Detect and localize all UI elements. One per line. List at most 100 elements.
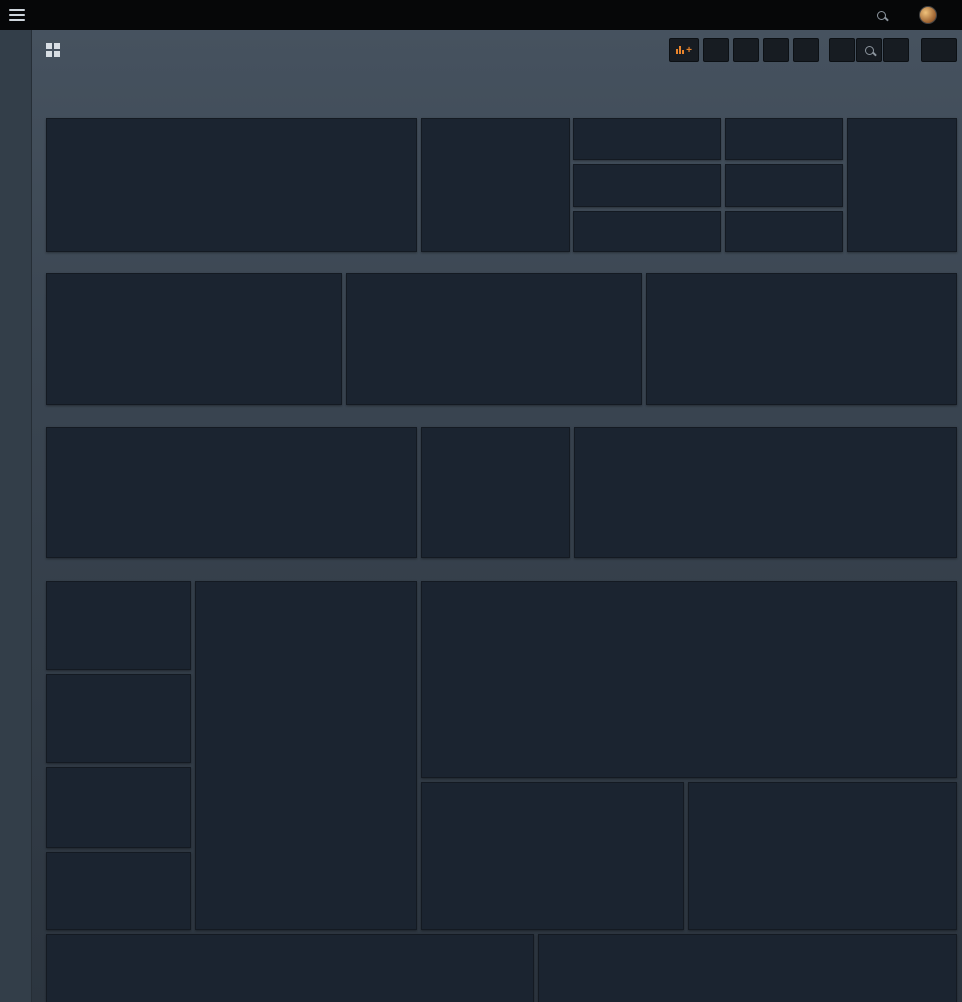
chart-legend bbox=[760, 447, 956, 557]
chart-legend bbox=[806, 954, 956, 1002]
sparkline bbox=[48, 790, 189, 846]
panel-cpu2 bbox=[646, 273, 957, 405]
panel-growth-year bbox=[46, 852, 191, 930]
panel-title[interactable] bbox=[47, 935, 533, 953]
panel-cpu-package bbox=[346, 273, 642, 405]
time-range-picker[interactable] bbox=[921, 38, 957, 62]
add-panel-button[interactable]: + bbox=[669, 38, 699, 62]
panel-ups-battery-gauge bbox=[421, 118, 570, 252]
panel-cpu1 bbox=[46, 273, 342, 405]
app-sidebar bbox=[0, 30, 32, 1002]
chart-legend bbox=[347, 401, 641, 404]
array-write-chart[interactable] bbox=[539, 954, 806, 1002]
zoom-out-button[interactable] bbox=[856, 38, 882, 62]
sparkline bbox=[48, 874, 189, 928]
panel-title[interactable] bbox=[47, 582, 190, 600]
chart-legend bbox=[422, 926, 683, 929]
chart-legend bbox=[647, 401, 956, 404]
panel-title[interactable] bbox=[47, 768, 190, 786]
cache-read-chart[interactable] bbox=[422, 802, 683, 926]
drive-temps-chart[interactable] bbox=[422, 601, 756, 777]
panel-ups-load bbox=[46, 118, 417, 252]
user-menu[interactable] bbox=[948, 10, 952, 21]
panel-uptime bbox=[421, 427, 570, 558]
panel-growth-month bbox=[46, 767, 191, 848]
share-button[interactable] bbox=[733, 38, 759, 62]
panel-title[interactable] bbox=[574, 212, 720, 230]
settings-button[interactable] bbox=[793, 38, 819, 62]
panel-title[interactable] bbox=[47, 428, 416, 446]
section-cpu-stats[interactable] bbox=[46, 255, 52, 269]
panel-growth-week bbox=[46, 674, 191, 763]
panel-current-ups-load bbox=[573, 164, 721, 207]
search-icon[interactable] bbox=[877, 10, 886, 20]
panel-title[interactable] bbox=[689, 783, 956, 801]
section-network-memory[interactable] bbox=[46, 409, 52, 423]
dashboard-grid-icon bbox=[46, 43, 60, 57]
panel-network bbox=[46, 427, 417, 558]
chart-legend bbox=[47, 248, 416, 251]
panel-title[interactable] bbox=[574, 119, 720, 137]
chart-legend bbox=[47, 401, 341, 404]
sparkline bbox=[48, 606, 189, 668]
chart-legend bbox=[756, 601, 956, 777]
panel-title[interactable] bbox=[47, 675, 190, 693]
panel-years-cost bbox=[725, 118, 843, 160]
panel-title[interactable] bbox=[422, 783, 683, 801]
cpu2-chart[interactable] bbox=[647, 293, 956, 401]
panel-cache-write bbox=[688, 782, 957, 930]
panel-drive-temperatures bbox=[421, 581, 957, 778]
chart-legend bbox=[689, 926, 956, 929]
panel-ups-load-vs-time bbox=[847, 118, 957, 252]
panel-array-write bbox=[538, 934, 957, 1002]
avatar[interactable] bbox=[919, 6, 937, 24]
time-back-button[interactable] bbox=[829, 38, 855, 62]
battery-gauge bbox=[422, 138, 569, 251]
network-chart[interactable] bbox=[47, 447, 416, 554]
panel-title[interactable] bbox=[422, 582, 956, 600]
panel-memory bbox=[574, 427, 957, 558]
panel-title[interactable] bbox=[47, 119, 416, 137]
ups-bars-chart[interactable] bbox=[848, 138, 956, 251]
panel-title[interactable] bbox=[422, 428, 569, 446]
panel-title[interactable] bbox=[47, 274, 341, 292]
array-read-chart[interactable] bbox=[47, 954, 383, 1002]
panel-storage-consumption bbox=[195, 581, 417, 930]
panel-average-daily-cost bbox=[725, 211, 843, 252]
sparkline bbox=[48, 699, 189, 761]
chart-legend bbox=[47, 554, 416, 557]
ups-load-chart[interactable] bbox=[47, 138, 416, 248]
cache-write-chart[interactable] bbox=[689, 802, 956, 926]
panel-title[interactable] bbox=[726, 212, 842, 230]
panel-title[interactable] bbox=[196, 582, 416, 600]
memory-chart[interactable] bbox=[575, 447, 760, 557]
panel-growth-today bbox=[46, 581, 191, 670]
save-button[interactable] bbox=[763, 38, 789, 62]
panel-cache-read bbox=[421, 782, 684, 930]
cpu1-chart[interactable] bbox=[47, 293, 341, 401]
magnifier-icon bbox=[864, 45, 874, 55]
chart-bars-icon bbox=[676, 46, 685, 54]
time-forward-button[interactable] bbox=[883, 38, 909, 62]
chart-legend bbox=[383, 954, 533, 1002]
panel-title[interactable] bbox=[647, 274, 956, 292]
panel-estimated-yearly-cost bbox=[725, 164, 843, 207]
panel-title[interactable] bbox=[347, 274, 641, 292]
panel-title[interactable] bbox=[848, 119, 956, 137]
panel-title[interactable] bbox=[574, 165, 720, 183]
panel-title[interactable] bbox=[422, 119, 569, 137]
top-bar bbox=[0, 0, 962, 30]
panel-array-read bbox=[46, 934, 534, 1002]
uptime-value bbox=[422, 446, 569, 474]
cpu-package-chart[interactable] bbox=[347, 293, 641, 401]
panel-title[interactable] bbox=[726, 165, 842, 183]
section-disks[interactable] bbox=[46, 563, 52, 577]
storage-table bbox=[196, 602, 416, 929]
panel-title[interactable] bbox=[47, 853, 190, 871]
star-button[interactable] bbox=[703, 38, 729, 62]
section-ups-stats[interactable] bbox=[46, 96, 52, 110]
panel-title[interactable] bbox=[726, 119, 842, 137]
panel-title[interactable] bbox=[539, 935, 956, 953]
hamburger-menu-icon[interactable] bbox=[9, 9, 25, 21]
panel-title[interactable] bbox=[575, 428, 956, 446]
